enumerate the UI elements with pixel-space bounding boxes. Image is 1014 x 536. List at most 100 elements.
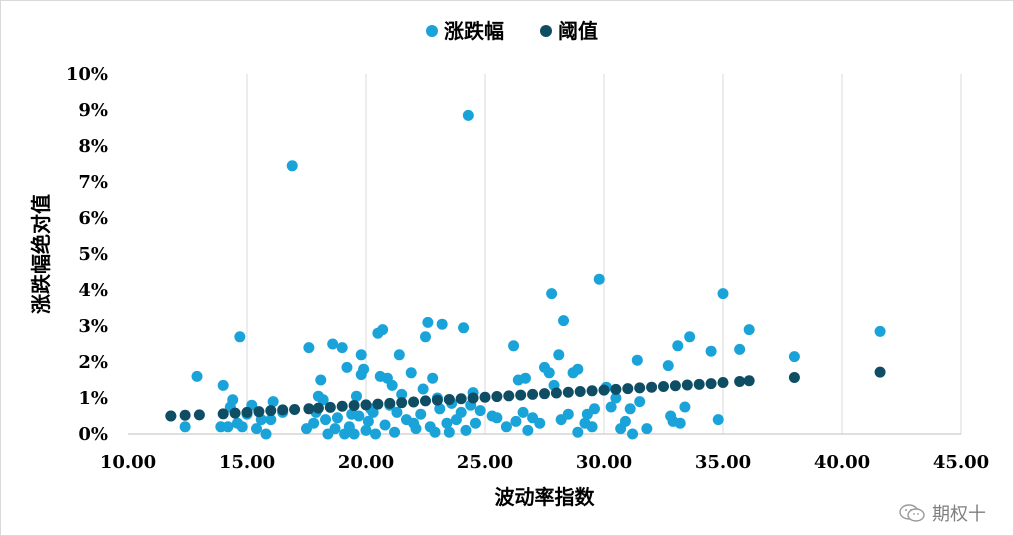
point-threshold [562, 386, 574, 398]
y-tick-label: 1% [78, 388, 108, 409]
point-change [508, 340, 520, 352]
point-change [500, 421, 512, 433]
point-threshold [539, 388, 550, 400]
point-change [353, 410, 365, 422]
point-change [362, 415, 374, 427]
point-threshold [431, 394, 443, 406]
point-change [396, 388, 408, 400]
point-threshold [455, 393, 467, 405]
x-tick-label: 45.00 [933, 452, 989, 473]
point-threshold [396, 397, 408, 409]
point-threshold [408, 396, 420, 408]
point-change [417, 383, 429, 395]
point-threshold [193, 409, 205, 421]
point-threshold [443, 393, 455, 405]
point-threshold [550, 387, 562, 399]
point-threshold [788, 371, 800, 383]
point-threshold [384, 397, 396, 409]
point-change [179, 421, 191, 433]
point-change [265, 414, 277, 426]
point-threshold [646, 381, 658, 393]
y-tick-label: 8% [78, 136, 108, 157]
x-tick-label: 35.00 [695, 452, 751, 473]
point-threshold [303, 403, 315, 415]
point-threshold [324, 401, 336, 413]
point-change [429, 426, 441, 438]
point-change [358, 363, 370, 375]
point-change [634, 396, 646, 408]
point-change [303, 342, 315, 354]
point-threshold [360, 399, 372, 411]
point-change [455, 406, 467, 418]
point-change [562, 408, 574, 420]
point-change [410, 423, 422, 435]
point-change [341, 361, 353, 373]
legend-marker [426, 25, 438, 37]
point-change [572, 363, 584, 375]
point-change [679, 401, 691, 413]
point-change [267, 396, 279, 408]
point-change [522, 424, 534, 436]
point-change [355, 349, 367, 361]
legend-marker [540, 25, 552, 37]
point-change [717, 288, 729, 300]
point-change [331, 412, 343, 424]
x-tick-label: 30.00 [576, 452, 632, 473]
point-threshold [165, 410, 177, 422]
point-change [462, 109, 474, 121]
point-change [443, 426, 455, 438]
point-threshold [574, 386, 586, 398]
point-threshold [479, 391, 491, 403]
point-change [610, 392, 622, 404]
point-change [315, 374, 327, 386]
legend-label: 涨跌幅 [444, 19, 504, 43]
point-change [391, 406, 403, 418]
point-change [743, 324, 755, 336]
point-threshold [717, 377, 729, 389]
point-change [434, 403, 446, 415]
point-change [350, 390, 362, 402]
point-threshold [634, 382, 646, 394]
y-tick-label: 9% [78, 100, 108, 121]
point-threshold [705, 378, 717, 390]
point-change [543, 367, 555, 379]
point-change [605, 401, 617, 413]
point-threshold [515, 389, 527, 401]
point-change [217, 379, 229, 391]
point-threshold [610, 383, 622, 395]
point-threshold [681, 379, 693, 391]
point-threshold [312, 402, 324, 414]
point-change [436, 318, 448, 330]
point-change [251, 423, 263, 435]
x-tick-label: 25.00 [457, 452, 513, 473]
point-change [222, 421, 234, 433]
point-change [286, 160, 298, 172]
point-change [631, 354, 643, 366]
point-change [393, 349, 405, 361]
y-tick-label: 6% [78, 208, 108, 229]
point-change [519, 372, 531, 384]
wechat-icon [899, 504, 925, 522]
y-tick-label: 10% [66, 64, 108, 85]
point-change [874, 325, 886, 337]
y-tick-label: 3% [78, 316, 108, 337]
point-threshold [658, 380, 669, 392]
point-threshold [527, 388, 539, 400]
point-change [370, 428, 382, 440]
point-change [662, 360, 674, 372]
point-threshold [586, 385, 598, 397]
watermark-text: 期权十 [932, 504, 986, 525]
point-change [619, 415, 631, 427]
point-change [684, 331, 696, 343]
point-threshold [693, 378, 705, 390]
point-threshold [734, 375, 746, 387]
point-threshold [669, 380, 681, 392]
point-threshold [372, 398, 384, 410]
x-tick-label: 15.00 [219, 452, 275, 473]
point-change [360, 424, 372, 436]
point-change [191, 370, 203, 382]
point-change [234, 331, 246, 343]
point-change [415, 408, 427, 420]
point-threshold [277, 404, 289, 416]
point-threshold [622, 383, 634, 395]
